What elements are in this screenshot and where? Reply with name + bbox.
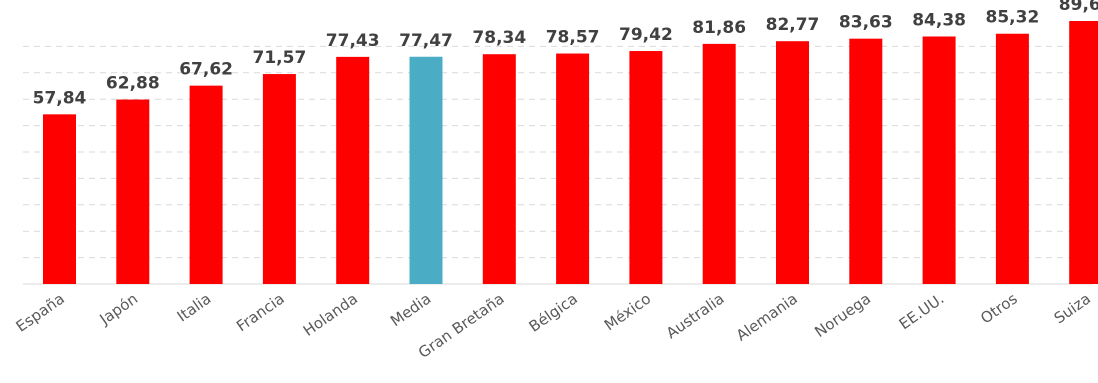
data-label-3: 71,57 (253, 48, 307, 68)
data-label-2: 67,62 (179, 60, 233, 80)
bar-2 (189, 85, 223, 284)
bar-11 (849, 38, 883, 284)
data-label-9: 81,86 (692, 18, 746, 38)
bar-10 (776, 41, 809, 284)
category-label-12: EE.UU. (896, 290, 948, 334)
data-label-6: 78,34 (472, 28, 526, 48)
bar-13 (995, 33, 1029, 285)
bar-3 (262, 74, 296, 284)
data-label-10: 82,77 (766, 15, 820, 35)
data-label-4: 77,43 (326, 31, 380, 51)
category-label-7: Bélgica (526, 290, 581, 336)
data-label-11: 83,63 (839, 13, 893, 33)
data-label-1: 62,88 (106, 74, 160, 94)
category-label-1: Japón (96, 290, 141, 329)
category-label-13: Otros (977, 289, 1021, 327)
bar-5 (409, 56, 443, 284)
value-label-layer: 57,84 62,88 67,62 71,57 77,43 77,47 78,34 78,57… (33, 0, 1098, 108)
bar-layer (43, 20, 1098, 285)
category-label-2: Italia (174, 290, 215, 326)
bar-9 (702, 43, 736, 284)
bar-0 (43, 114, 76, 284)
category-label-4: Holanda (300, 290, 361, 340)
bar-1 (116, 99, 150, 284)
bar-4 (336, 56, 370, 284)
category-label-14: Suiza (1051, 290, 1094, 328)
category-label-3: Francia (233, 290, 288, 336)
data-label-13: 85,32 (986, 8, 1040, 28)
data-label-8: 79,42 (619, 25, 673, 45)
data-label-12: 84,38 (912, 10, 966, 30)
bar-7 (556, 53, 590, 284)
data-label-5: 77,47 (399, 31, 453, 51)
category-label-11: Noruega (811, 290, 874, 341)
category-label-0: España (13, 290, 68, 336)
category-label-layer: España Japón Italia Francia Holanda MediaGran… (13, 289, 1094, 361)
data-label-7: 78,57 (546, 28, 600, 48)
data-label-14: 89,66 (1059, 0, 1098, 15)
category-label-9: Australia (663, 290, 728, 343)
category-label-10: Alemania (733, 290, 801, 345)
bar-14 (1069, 20, 1098, 284)
data-label-0: 57,84 (33, 88, 87, 108)
bar-8 (629, 51, 663, 284)
category-label-8: México (601, 290, 654, 335)
category-label-5: Media (387, 290, 434, 331)
bar-6 (482, 54, 516, 284)
bar-12 (922, 36, 956, 284)
